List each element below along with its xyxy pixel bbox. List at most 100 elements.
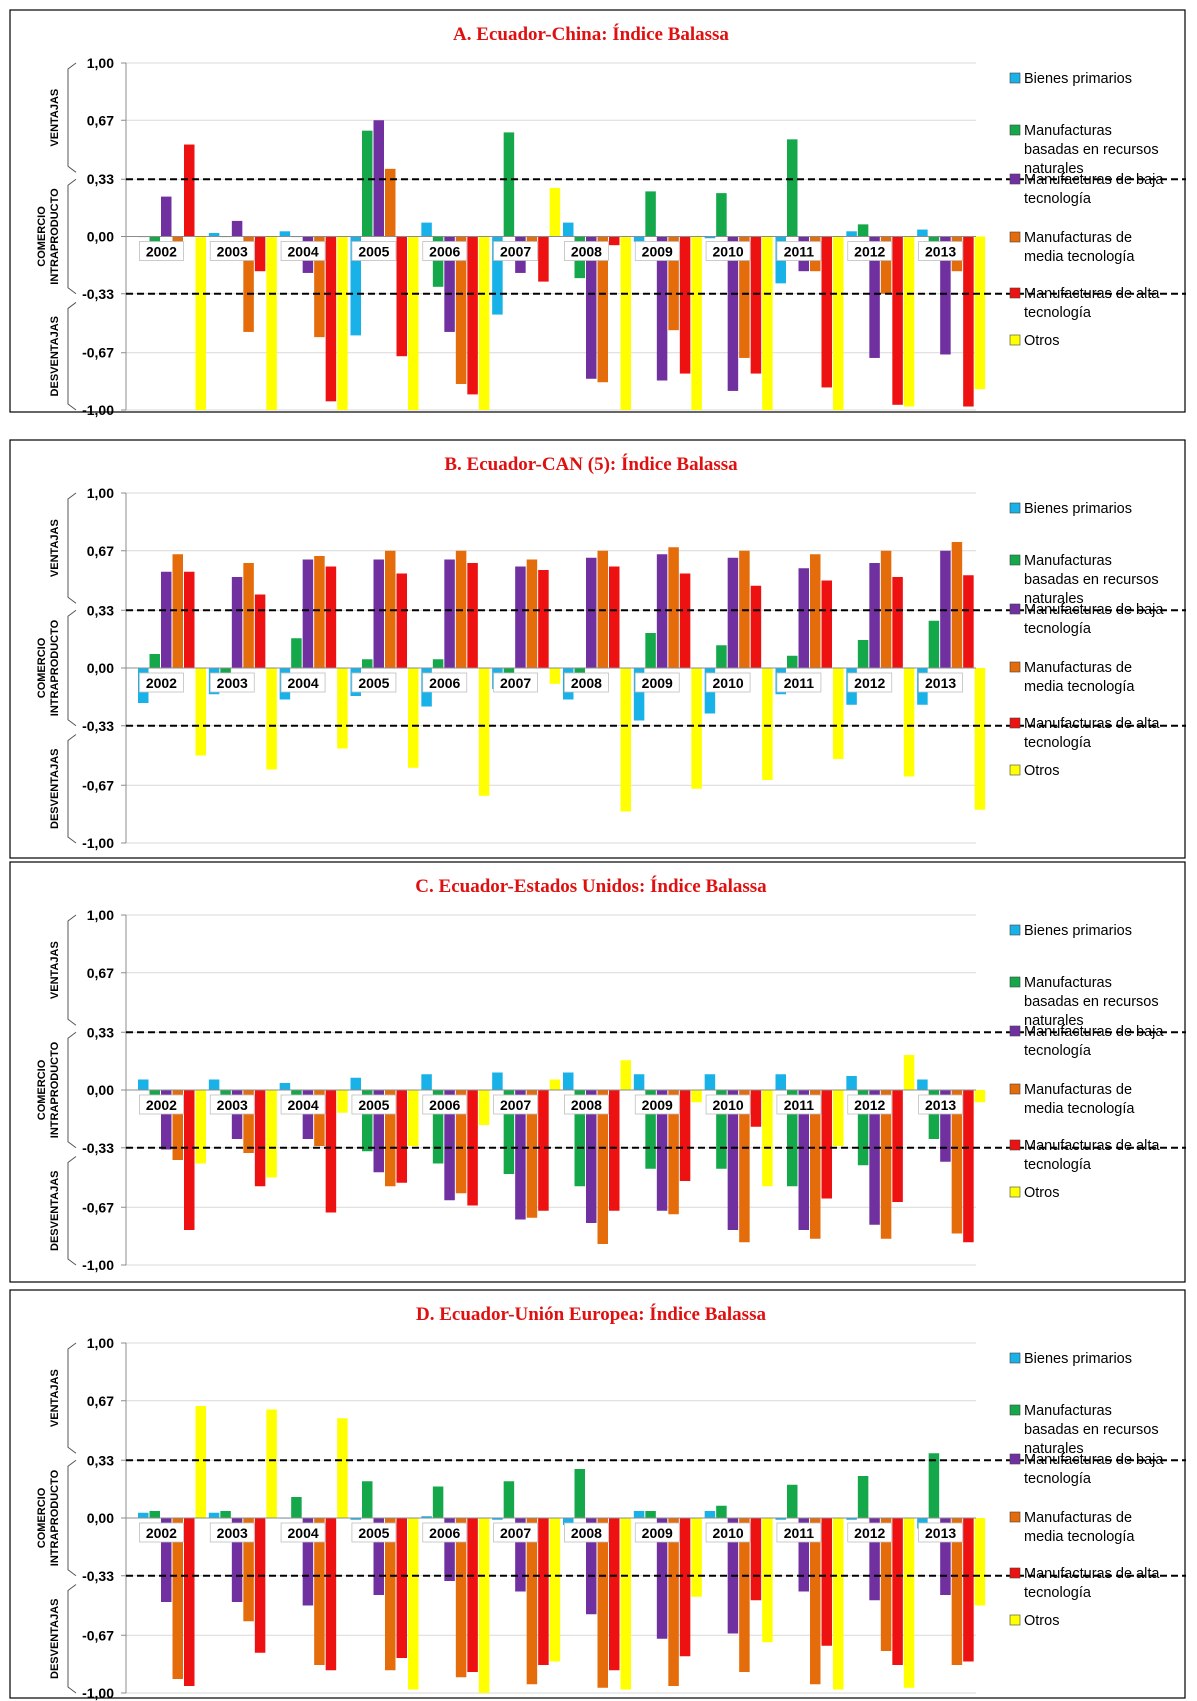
bar-2013-series-3 [940,1090,951,1162]
bar-2007-series-4 [526,1090,538,1218]
year-label-box [422,1522,468,1543]
year-label-box [209,1094,255,1115]
legend-entry-1: Bienes primarios [1024,1351,1132,1367]
bar-2007-series-2 [503,1481,515,1518]
legend-swatch-3 [1009,1453,1021,1465]
year-label-box [847,672,893,693]
legend-entry-2: basadas en recursos [1024,994,1159,1010]
year-label-box [351,1094,397,1115]
x-tick-label: 2008 [571,1097,602,1113]
legend-entry-1: Bienes primarios [1024,923,1132,939]
year-label-box [493,241,538,261]
year-label-box [847,1094,893,1115]
zone-bracket [67,1459,77,1577]
bar-2006-series-4 [455,1518,467,1678]
bar-2005-series-2 [362,1090,373,1152]
legend-entry-2: Manufacturas [1024,553,1112,569]
bar-2006-series-3 [444,1518,455,1581]
legend-swatch-4 [1009,1511,1021,1523]
bar-2008-series-1 [563,1518,574,1525]
y-tick-label: -0,33 [82,1140,114,1156]
bar-2010-series-1 [704,1074,716,1090]
bar-2004-series-6 [337,236,348,410]
year-label-box [280,672,326,693]
legend-swatch-4 [1009,1083,1021,1095]
legend-entry-2: naturales [1024,161,1084,177]
bar-2010-series-1 [704,236,716,239]
bar-2004-series-1 [279,1083,291,1090]
year-label-box [918,1094,963,1115]
y-tick-label: 0,67 [87,1393,114,1409]
x-tick-label: 2012 [854,675,885,691]
bar-2010-series-6 [762,668,773,780]
y-tick-label: -0,67 [82,345,114,361]
bar-2002-series-4 [172,1518,183,1679]
bar-2012-series-2 [857,224,869,237]
bar-2003-series-5 [254,1518,266,1653]
legend-entry-2: basadas en recursos [1024,142,1159,158]
x-tick-label: 2011 [784,244,815,260]
bar-2008-series-5 [609,1090,620,1211]
bar-2002-series-3 [161,196,172,237]
bar-2010-series-6 [762,236,773,410]
bar-2002-series-5 [184,1518,195,1686]
legend-entry-6: Otros [1024,763,1059,779]
bar-2010-series-3 [727,236,739,391]
zone-label-comercio-intraproducto: COMERCIO [36,1487,48,1548]
year-label-box [634,1522,680,1543]
year-label-box [209,241,255,261]
bar-2008-series-3 [586,1090,597,1223]
zone-bracket [67,914,77,1026]
legend-swatch-5 [1009,1139,1021,1151]
y-tick-label: 1,00 [87,485,114,501]
bar-2009-series-2 [645,633,656,668]
bar-2012-series-5 [892,1518,903,1665]
year-label-box [493,1094,538,1115]
zone-label-comercio-intraproducto: COMERCIO [36,206,48,267]
bar-2009-series-2 [645,191,656,237]
bar-2011-series-6 [833,1518,844,1690]
bar-2009-series-3 [656,554,668,668]
bar-2011-series-6 [833,236,844,410]
bar-2006-series-6 [478,1518,490,1693]
bar-2007-series-5 [538,1518,549,1665]
bar-2005-series-1 [350,1518,361,1520]
y-tick-label: -1,00 [82,1257,114,1273]
bar-2011-series-4 [810,554,821,668]
bar-2007-series-5 [538,236,549,282]
bar-2003-series-5 [254,1090,266,1187]
bar-2010-series-5 [750,1518,762,1601]
bar-2006-series-2 [432,659,444,668]
year-label-box [422,672,468,693]
bar-2005-series-1 [350,236,361,336]
legend-entry-6: Otros [1024,333,1059,349]
bar-2005-series-5 [396,236,407,357]
bar-2007-series-3 [515,566,526,668]
bar-2006-series-5 [467,1518,478,1672]
x-tick-label: 2012 [854,244,885,260]
year-label-box [776,1522,822,1543]
zone-label-desventajas: DESVENTAJAS [49,749,61,829]
bar-2013-series-6 [974,1518,986,1606]
bar-2005-series-3 [373,1090,384,1173]
bar-2007-series-6 [549,187,561,237]
bar-2006-series-4 [455,236,467,384]
bar-2012-series-6 [903,236,915,407]
bar-2013-series-5 [963,236,974,407]
bar-2013-series-1 [917,229,928,237]
year-label-box [139,241,184,261]
legend-entry-2: Manufacturas [1024,1403,1112,1419]
y-tick-label: 0,33 [87,602,114,618]
bar-2013-series-5 [963,575,974,668]
bar-2009-series-3 [656,1090,668,1211]
y-tick-label: -0,33 [82,718,114,734]
bar-2011-series-2 [787,1484,798,1518]
x-tick-label: 2005 [358,244,389,260]
x-tick-label: 2010 [713,244,744,260]
bar-2004-series-6 [337,1090,348,1113]
zone-label-comercio-intraproducto: COMERCIO [36,1059,48,1120]
bar-2012-series-3 [869,563,880,668]
bar-2013-series-5 [963,1518,974,1662]
legend-swatch-3 [1009,1025,1021,1037]
bar-2011-series-3 [798,1518,809,1592]
